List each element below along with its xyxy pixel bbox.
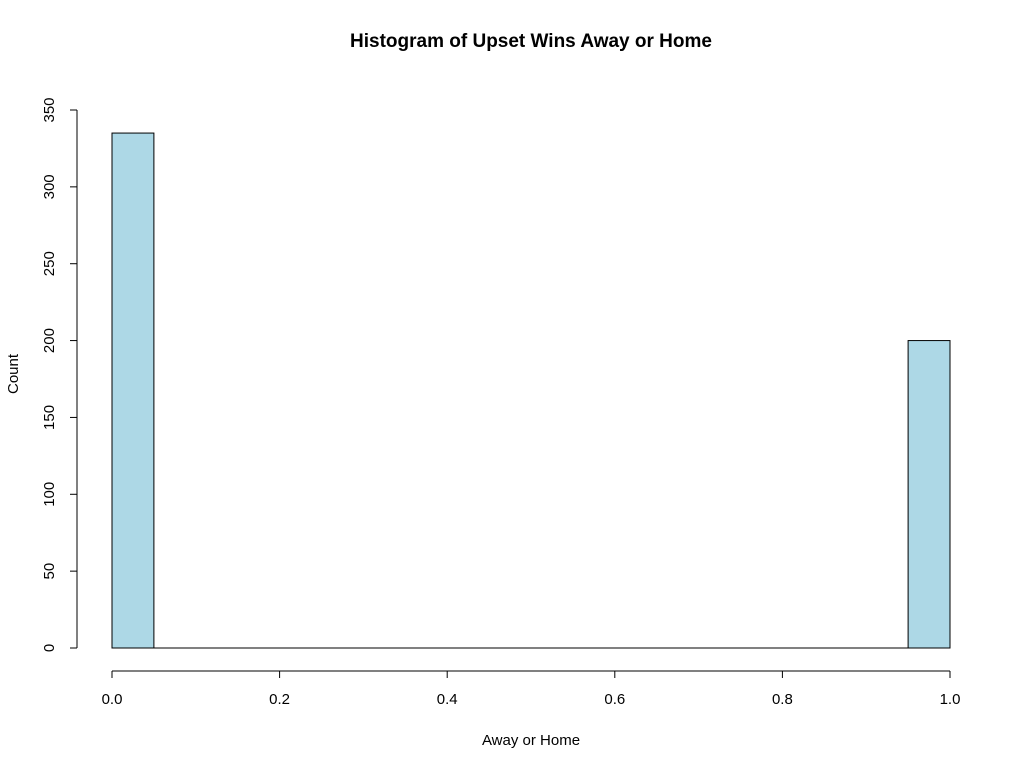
x-axis-label: Away or Home [482,732,580,749]
x-tick-label-0: 0.0 [102,691,123,708]
bars-group [111,132,951,649]
y-tick-label-5: 250 [41,251,58,276]
x-tick-label-3: 0.6 [604,691,625,708]
y-axis-label: Count [5,353,22,394]
y-tick-label-1: 50 [41,563,58,580]
y-tick-label-0: 0 [41,644,58,652]
x-tick-label-2: 0.4 [437,691,458,708]
x-axis: 0.0 0.2 0.4 0.6 0.8 1.0 [102,670,961,708]
y-tick-label-4: 200 [41,328,58,353]
y-tick-label-3: 150 [41,405,58,430]
y-tick-label-7: 350 [41,97,58,122]
x-tick-label-5: 1.0 [940,691,961,708]
y-tick-label-6: 300 [41,174,58,199]
y-tick-label-2: 100 [41,482,58,507]
x-tick-label-1: 0.2 [269,691,290,708]
histogram-bar-19 [907,340,951,649]
chart-title: Histogram of Upset Wins Away or Home [350,31,712,52]
y-axis: 0 50 100 150 200 250 300 350 [41,97,78,652]
histogram-bar-0 [111,132,155,649]
x-tick-label-4: 0.8 [772,691,793,708]
